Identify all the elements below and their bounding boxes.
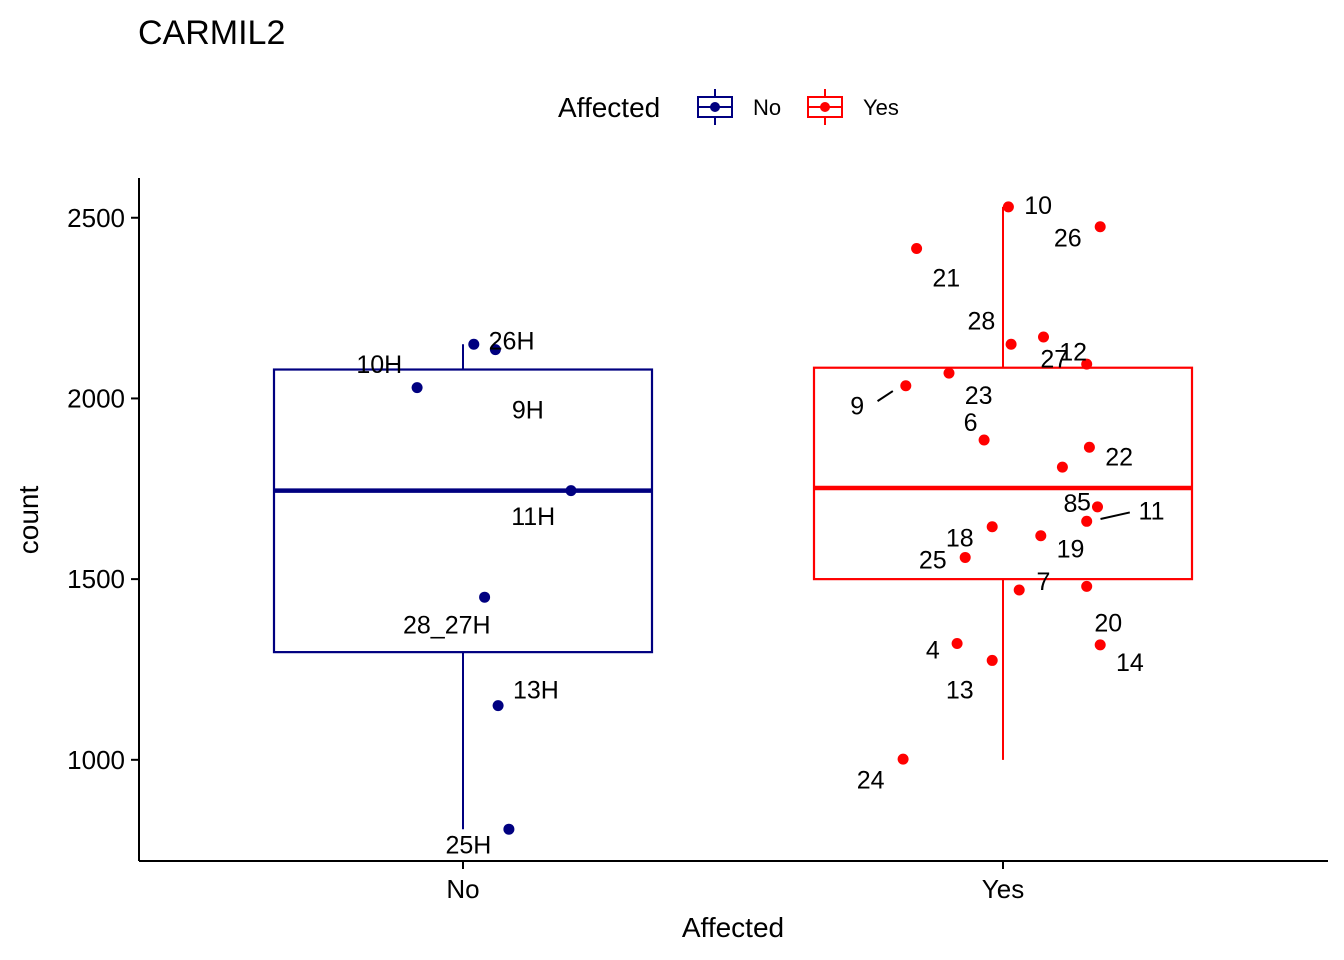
point-label: 4 bbox=[926, 637, 940, 665]
point-label: 21 bbox=[932, 264, 960, 292]
data-point bbox=[1094, 639, 1106, 651]
legend-label: Yes bbox=[863, 95, 899, 120]
point-label: 24 bbox=[857, 767, 885, 795]
data-point bbox=[1083, 441, 1095, 453]
y-tick-label: 2000 bbox=[67, 383, 125, 413]
y-tick-label: 2500 bbox=[67, 203, 125, 233]
y-tick-label: 1000 bbox=[67, 745, 125, 775]
point-label: 28_27H bbox=[403, 611, 491, 639]
data-point bbox=[1081, 580, 1093, 592]
data-point bbox=[1081, 515, 1093, 527]
point-label: 7 bbox=[1037, 568, 1051, 596]
data-point bbox=[468, 338, 480, 350]
label-leader-line bbox=[1100, 511, 1131, 520]
y-axis-title: count bbox=[13, 486, 44, 555]
data-point bbox=[479, 591, 491, 603]
data-point bbox=[943, 367, 955, 379]
data-point bbox=[1038, 331, 1049, 343]
point-label: 10H bbox=[356, 351, 402, 379]
point-label: 14 bbox=[1116, 649, 1144, 677]
data-point bbox=[411, 382, 423, 394]
point-label: 20 bbox=[1094, 609, 1122, 637]
box-no bbox=[272, 344, 654, 830]
data-point bbox=[911, 242, 923, 254]
data-point bbox=[900, 380, 912, 392]
point-label: 8 bbox=[1064, 490, 1078, 518]
point-label: 22 bbox=[1105, 443, 1133, 471]
point-label: 12 bbox=[1059, 338, 1087, 366]
point-label: 25H bbox=[445, 832, 491, 860]
data-point bbox=[1081, 358, 1093, 370]
point-label: 10 bbox=[1024, 192, 1052, 220]
data-point bbox=[492, 700, 504, 712]
legend-title: Affected bbox=[558, 92, 660, 123]
data-point bbox=[1056, 461, 1068, 473]
point-label: 13 bbox=[946, 676, 974, 704]
y-tick-label: 1500 bbox=[67, 564, 125, 594]
data-point bbox=[1094, 221, 1106, 233]
legend-key-no: No bbox=[697, 89, 781, 125]
point-label: 25 bbox=[919, 546, 947, 574]
point-label: 23 bbox=[965, 382, 993, 410]
x-tick-label: No bbox=[446, 874, 479, 904]
point-label: 18 bbox=[946, 525, 974, 553]
label-leader-line bbox=[877, 390, 894, 402]
data-point bbox=[503, 823, 515, 835]
data-point bbox=[1035, 530, 1047, 542]
data-point bbox=[1002, 201, 1014, 213]
iqr-box bbox=[812, 366, 1194, 581]
data-point bbox=[897, 753, 909, 765]
legend-key-dot bbox=[710, 102, 720, 112]
box-yes bbox=[812, 206, 1194, 760]
legend-key-yes: Yes bbox=[807, 89, 899, 125]
point-label: 28 bbox=[967, 308, 995, 336]
x-tick-label: Yes bbox=[982, 874, 1024, 904]
point-label: 13H bbox=[513, 676, 559, 704]
data-point bbox=[986, 521, 998, 533]
data-point bbox=[978, 434, 990, 446]
point-label: 9H bbox=[512, 396, 544, 424]
point-label: 11H bbox=[511, 503, 555, 531]
point-label: 11 bbox=[1139, 497, 1165, 525]
data-point bbox=[1005, 338, 1017, 350]
point-label: 9 bbox=[850, 393, 864, 421]
point-label: 19 bbox=[1057, 535, 1085, 563]
axes: 1000 1500 2000 2500 No Yes bbox=[67, 178, 1328, 904]
legend-label: No bbox=[753, 95, 781, 120]
x-axis-title: Affected bbox=[682, 912, 784, 943]
data-point bbox=[565, 485, 577, 497]
point-label: 5 bbox=[1077, 488, 1091, 516]
data-point bbox=[959, 551, 971, 563]
legend-key-dot bbox=[820, 102, 830, 112]
legend: Affected No Yes bbox=[558, 89, 899, 125]
point-label: 26 bbox=[1054, 225, 1082, 253]
data-point bbox=[489, 344, 501, 356]
data-point bbox=[1092, 501, 1103, 513]
point-label: 26H bbox=[489, 328, 535, 356]
data-point bbox=[951, 637, 963, 649]
data-point bbox=[1013, 584, 1025, 596]
chart-title: CARMIL2 bbox=[138, 14, 285, 52]
point-label: 6 bbox=[964, 409, 978, 437]
iqr-box bbox=[272, 368, 654, 654]
data-point bbox=[986, 654, 998, 666]
point-label: 27 bbox=[1040, 346, 1068, 374]
